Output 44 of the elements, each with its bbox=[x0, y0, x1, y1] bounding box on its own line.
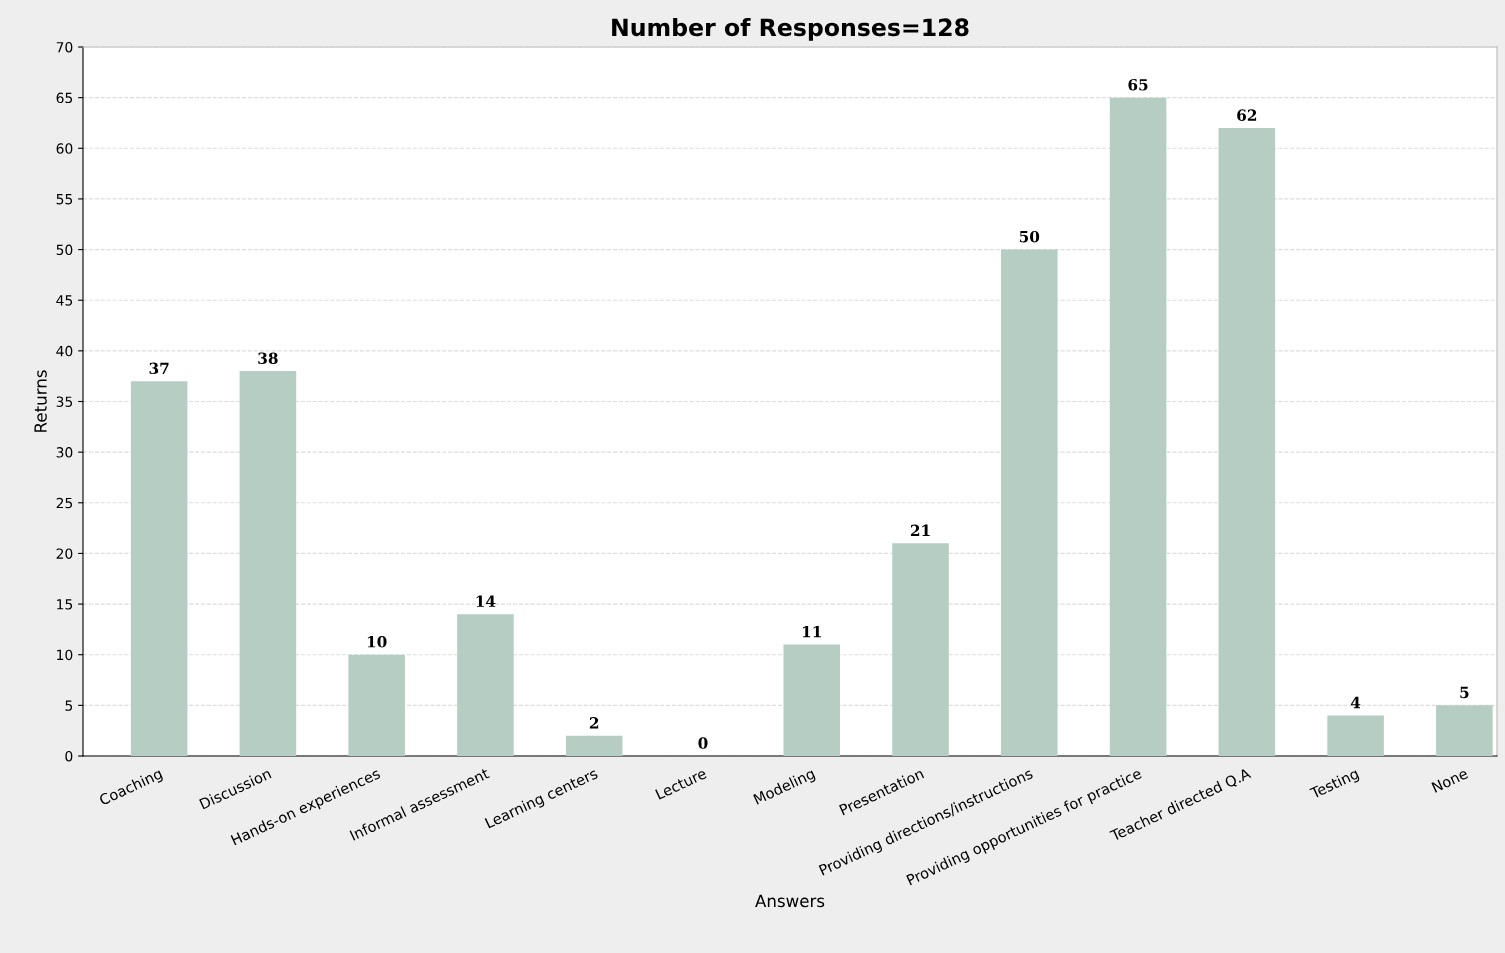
bar bbox=[892, 543, 949, 756]
bar bbox=[239, 371, 297, 756]
bar bbox=[1001, 249, 1058, 756]
bar bbox=[1109, 97, 1167, 756]
y-tick-label: 25 bbox=[56, 497, 73, 509]
y-tick-label: 70 bbox=[56, 41, 73, 53]
data-label: 50 bbox=[1019, 230, 1040, 243]
y-tick-label: 35 bbox=[56, 396, 73, 407]
data-label: 0 bbox=[698, 737, 708, 749]
data-label: 10 bbox=[367, 636, 387, 648]
y-tick-label: 20 bbox=[56, 548, 73, 559]
x-axis-title: Answers bbox=[755, 894, 825, 908]
data-label: 21 bbox=[910, 524, 930, 536]
data-label: 4 bbox=[1350, 696, 1361, 709]
y-tick-label: 45 bbox=[56, 295, 73, 306]
y-tick-label: 65 bbox=[56, 92, 73, 104]
y-tick-label: 55 bbox=[56, 194, 73, 205]
chart-title: Number of Responses=128 bbox=[612, 17, 969, 41]
y-tick-label: 15 bbox=[57, 599, 73, 610]
y-tick-label: 0 bbox=[65, 750, 73, 762]
data-label: 62 bbox=[1237, 109, 1257, 121]
bar bbox=[130, 381, 188, 756]
data-label: 38 bbox=[258, 352, 278, 364]
bar bbox=[1436, 705, 1493, 756]
data-label: 5 bbox=[1460, 686, 1469, 699]
y-tick-label: 10 bbox=[57, 649, 73, 661]
data-label: 14 bbox=[476, 595, 496, 607]
y-tick-label: 40 bbox=[56, 345, 73, 357]
data-label: 37 bbox=[149, 362, 169, 375]
y-tick-label: 30 bbox=[56, 447, 73, 458]
data-label: 2 bbox=[589, 717, 599, 729]
bar bbox=[348, 654, 405, 756]
bar bbox=[457, 614, 514, 756]
y-tick-label: 50 bbox=[56, 244, 73, 256]
y-tick-label: 5 bbox=[65, 700, 73, 711]
bar bbox=[1327, 715, 1384, 756]
bar bbox=[783, 644, 841, 756]
bar bbox=[565, 735, 623, 756]
bar bbox=[1218, 128, 1276, 756]
y-tick-label: 60 bbox=[56, 143, 73, 154]
y-axis-title: Returns bbox=[34, 370, 47, 432]
x-tick-label: None bbox=[1431, 767, 1469, 793]
data-label: 11 bbox=[802, 625, 821, 638]
data-label: 65 bbox=[1128, 78, 1148, 91]
